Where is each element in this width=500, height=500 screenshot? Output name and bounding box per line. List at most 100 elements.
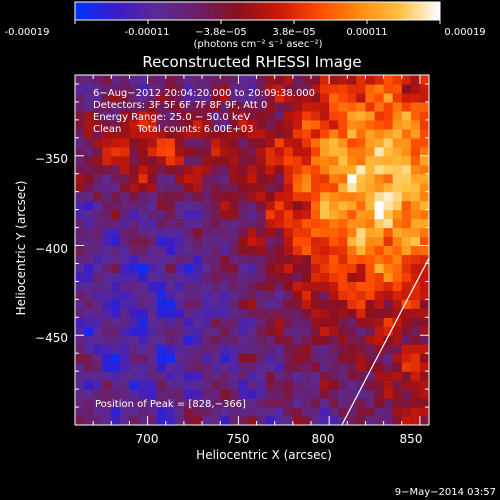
heatmap-cell [102,308,112,318]
heatmap-cell [165,335,176,345]
heatmap-cell [247,371,258,381]
heatmap-cell [102,245,112,256]
heatmap-cell [256,326,267,336]
heatmap-cell [156,137,167,148]
heatmap-cell [238,308,249,318]
heatmap-cell [410,137,421,148]
heatmap-cell [156,407,167,417]
heatmap-cell [320,110,330,121]
heatmap-cell [165,380,176,390]
heatmap-cell [111,299,121,309]
heatmap-cell [165,245,176,256]
heatmap-cell [320,416,330,425]
heatmap-cell [211,227,221,238]
heatmap-cell [165,416,176,425]
heatmap-cell [120,119,131,130]
heatmap-cell [147,272,158,283]
heatmap-cell [419,119,429,130]
heatmap-cell [356,371,367,381]
heatmap-cell [401,353,412,363]
heatmap-cell [102,398,112,408]
heatmap-cell [165,308,176,318]
footer-timestamp: 9−May−2014 03:57 [395,487,496,498]
heatmap-cell [238,254,249,265]
heatmap-cell [93,128,103,139]
heatmap-cell [419,398,429,408]
heatmap-cell [193,110,203,121]
heatmap-cell [147,182,158,193]
heatmap-cell [174,75,185,85]
heatmap-cell [329,407,339,417]
heatmap-cell [301,398,312,408]
heatmap-cell [75,92,85,103]
heatmap-cell [419,146,429,157]
heatmap-cell [220,227,230,238]
heatmap-cell [410,173,421,184]
heatmap-cell [356,101,367,112]
heatmap-cell [165,83,176,94]
heatmap-cell [401,146,412,157]
heatmap-cell [220,200,230,211]
heatmap-cell [183,83,194,94]
heatmap-cell [202,308,212,318]
heatmap-cell [193,245,203,256]
annotation-time-range: 6−Aug−2012 20:04:20.000 to 20:09:38.000 [93,88,315,99]
heatmap-cell [75,272,85,283]
heatmap-cell [193,380,203,390]
heatmap-cell [265,128,276,139]
heatmap-cell [93,335,103,345]
heatmap-cell [365,353,376,363]
heatmap-cell [165,398,176,408]
heatmap-cell [383,344,394,354]
heatmap-cell [410,290,421,300]
heatmap-cell [202,182,212,193]
heatmap-cell [410,389,421,399]
heatmap-cell [202,299,212,309]
heatmap-cell [220,119,230,130]
heatmap-cell [301,200,312,211]
heatmap-cell [256,353,267,363]
heatmap-cell [256,416,267,425]
heatmap-cell [329,362,339,372]
heatmap-cell [401,317,412,327]
heatmap-cell [202,317,212,327]
heatmap-cell [410,182,421,193]
heatmap-cell [392,83,403,94]
heatmap-cell [129,317,140,327]
heatmap-cell [238,281,249,291]
annotation-clean-counts: Clean Total counts: 6.00E+03 [93,124,253,135]
heatmap-cell [283,83,294,94]
heatmap-cell [111,137,121,148]
heatmap-cell [147,326,158,336]
heatmap-cell [311,326,321,336]
heatmap-cell [410,416,421,425]
heatmap-cell [174,353,185,363]
heatmap-cell [301,101,312,112]
heatmap-cell [238,389,249,399]
heatmap-cell [374,389,385,399]
heatmap-cell [75,254,85,265]
heatmap-cell [292,75,303,85]
heatmap-cell [165,344,176,354]
heatmap-cell [202,173,212,184]
heatmap-cell [238,335,249,345]
heatmap-cell [392,218,403,229]
heatmap-cell [392,101,403,112]
heatmap-cell [111,119,121,130]
heatmap-cell [365,209,376,220]
heatmap-cell [292,191,303,202]
heatmap-cell [347,218,357,229]
heatmap-cell [329,209,339,220]
heatmap-cell [410,299,421,309]
heatmap-cell [256,299,267,309]
heatmap-cell [356,182,367,193]
heatmap-cell [347,326,357,336]
heatmap-cell [138,407,149,417]
heatmap-cell [301,326,312,336]
heatmap-cell [156,362,167,372]
heatmap-cell [129,92,140,103]
heatmap-cell [401,83,412,94]
heatmap-cell [93,182,103,193]
peak-position-label: Position of Peak = [828,−366] [95,399,246,410]
heatmap-cell [292,227,303,238]
